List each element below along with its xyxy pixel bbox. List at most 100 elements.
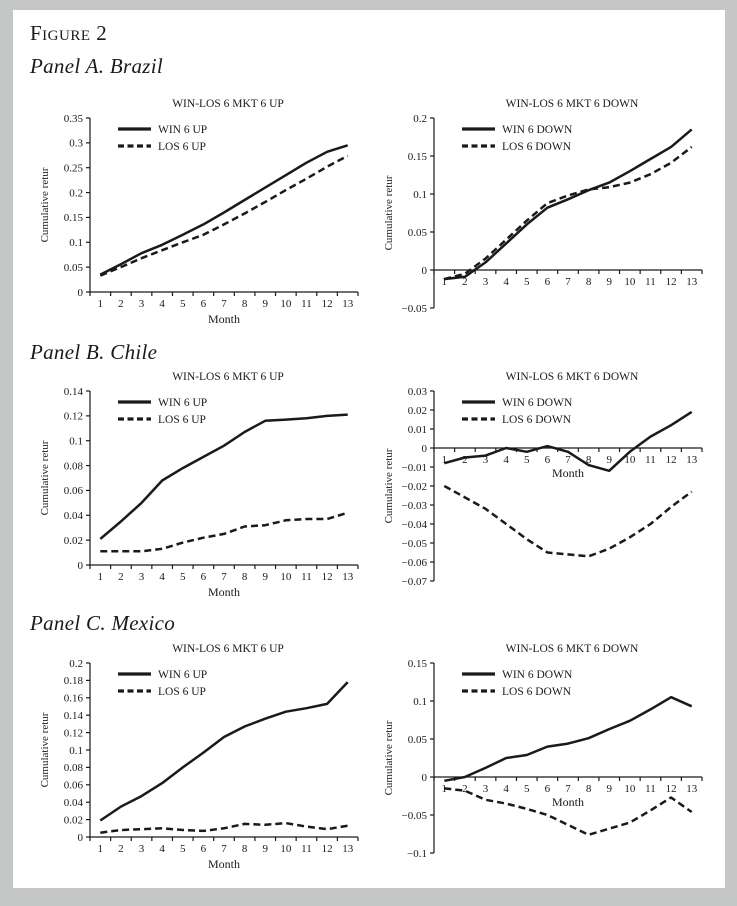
legend: WIN 6 DOWN LOS 6 DOWN — [462, 124, 573, 153]
chart-title: WIN-LOS 6 MKT 6 UP — [172, 643, 284, 655]
y-axis-label: Cumulative retur — [39, 167, 51, 242]
y-tick-label: 0.15 — [408, 151, 428, 163]
y-tick-label: 0 — [422, 443, 428, 455]
x-tick-label: 4 — [159, 843, 165, 855]
x-tick-label: 11 — [645, 454, 656, 466]
chart-brazil-down: WIN-LOS 6 MKT 6 DOWN Cumulative retur −0.0… — [380, 94, 715, 334]
x-axis-label: Month — [208, 585, 240, 599]
y-axis-label: Cumulative retur — [39, 712, 51, 787]
x-axis-label: Month — [208, 312, 240, 326]
x-tick-label: 12 — [322, 571, 333, 583]
legend-label: WIN 6 UP — [158, 669, 207, 681]
legend: WIN 6 DOWN LOS 6 DOWN — [462, 397, 573, 426]
y-tick-label: 0.02 — [64, 535, 83, 547]
x-tick-label: 7 — [221, 843, 227, 855]
series-line-los-6-down — [443, 145, 693, 281]
x-tick-label: 8 — [242, 298, 248, 310]
legend: WIN 6 DOWN LOS 6 DOWN — [462, 669, 573, 698]
y-tick-label: −0.05 — [402, 303, 428, 315]
x-tick-label: 5 — [180, 571, 186, 583]
x-tick-label: 12 — [666, 276, 677, 288]
x-tick-label: 4 — [159, 298, 165, 310]
y-tick-label: 0.1 — [69, 237, 83, 249]
x-tick-label: 4 — [503, 783, 509, 795]
x-tick-label: 4 — [503, 454, 509, 466]
x-tick-label: 5 — [524, 454, 530, 466]
x-tick-label: 12 — [666, 454, 677, 466]
x-tick-label: 9 — [262, 298, 268, 310]
x-tick-label: 8 — [586, 276, 592, 288]
legend-label: LOS 6 UP — [158, 414, 206, 426]
x-tick-label: 3 — [483, 454, 489, 466]
figure-title: Figure 2 — [30, 21, 108, 45]
legend-label: WIN 6 DOWN — [502, 669, 573, 681]
x-tick-label: 2 — [118, 843, 124, 855]
y-tick-label: 0.14 — [64, 386, 84, 398]
x-tick-label: 12 — [666, 783, 677, 795]
panel-c-label: Panel C. Mexico — [30, 611, 176, 635]
axes — [86, 662, 359, 841]
y-tick-label: 0.15 — [64, 212, 84, 224]
y-tick-label: 0.25 — [64, 163, 84, 175]
x-tick-label: 6 — [201, 843, 207, 855]
y-tick-labels: −0.1 −0.05 0 0.05 0.1 0.15 — [402, 658, 428, 860]
y-tick-label: 0.02 — [408, 405, 427, 417]
x-tick-label: 1 — [442, 454, 448, 466]
y-tick-label: −0.01 — [402, 462, 427, 474]
series-line-los-6-down — [443, 484, 693, 558]
x-tick-label: 10 — [280, 843, 292, 855]
x-tick-label: 13 — [686, 454, 698, 466]
y-tick-label: −0.07 — [402, 576, 428, 588]
figure-page: Figure 2 Panel A. Brazil WIN-LOS 6 MKT 6… — [13, 10, 725, 888]
series-line-los-6-up — [99, 154, 349, 277]
series-line-win-6-up — [99, 681, 349, 822]
y-tick-label: 0.05 — [408, 227, 428, 239]
x-tick-label: 3 — [139, 571, 145, 583]
y-axis-label: Cumulative retur — [39, 440, 51, 515]
x-tick-label: 12 — [322, 843, 333, 855]
chart-title: WIN-LOS 6 MKT 6 DOWN — [506, 643, 639, 655]
y-tick-labels: 0 0.02 0.04 0.06 0.08 0.1 0.12 0.14 — [64, 386, 84, 572]
x-tick-label: 9 — [606, 276, 612, 288]
y-tick-label: 0 — [422, 772, 428, 784]
x-tick-label: 7 — [565, 454, 571, 466]
y-tick-label: 0.01 — [408, 424, 427, 436]
y-tick-label: 0 — [78, 560, 84, 572]
axes — [86, 390, 359, 569]
x-axis-label: Month — [552, 795, 584, 809]
axes — [430, 662, 703, 854]
y-tick-label: 0.05 — [64, 262, 84, 274]
y-tick-label: −0.1 — [407, 848, 427, 860]
x-tick-label: 6 — [201, 571, 207, 583]
series-line-los-6-up — [100, 821, 348, 834]
x-tick-label: 11 — [301, 571, 312, 583]
x-tick-label: 4 — [503, 276, 509, 288]
legend-label: WIN 6 DOWN — [502, 124, 573, 136]
y-tick-label: 0.2 — [69, 658, 83, 670]
x-tick-label: 1 — [98, 298, 104, 310]
y-tick-labels: 0 0.02 0.04 0.06 0.08 0.1 0.12 0.14 0.16 0.18 0.2 — [64, 658, 84, 844]
chart-svg: WIN-LOS 6 MKT 6 DOWN Cumulative retur −0.0… — [383, 371, 703, 588]
x-tick-label: 10 — [624, 454, 636, 466]
y-tick-label: 0.15 — [408, 658, 428, 670]
y-tick-label: 0.1 — [413, 696, 427, 708]
x-tick-label: 9 — [606, 454, 612, 466]
x-tick-label: 3 — [483, 783, 489, 795]
y-tick-label: 0 — [78, 832, 84, 844]
x-tick-label: 10 — [280, 571, 292, 583]
chart-title: WIN-LOS 6 MKT 6 DOWN — [506, 371, 639, 383]
chart-title: WIN-LOS 6 MKT 6 UP — [172, 371, 284, 383]
x-tick-label: 11 — [645, 276, 656, 288]
chart-svg: WIN-LOS 6 MKT 6 DOWN Cumulative retur −0.0… — [383, 98, 703, 315]
chart-mexico-up: WIN-LOS 6 MKT 6 UP Cumulative retur 0 0.02 0… — [36, 639, 371, 879]
legend-label: WIN 6 UP — [158, 397, 207, 409]
y-tick-label: 0.1 — [69, 745, 83, 757]
x-tick-label: 1 — [98, 571, 104, 583]
x-tick-label: 9 — [262, 571, 268, 583]
y-axis-label: Cumulative retur — [383, 720, 395, 795]
chart-svg: WIN-LOS 6 MKT 6 DOWN Cumulative retur −0.1… — [383, 643, 703, 860]
x-tick-label: 2 — [462, 276, 468, 288]
legend: WIN 6 UP LOS 6 UP — [118, 397, 207, 426]
y-tick-label: 0.12 — [64, 727, 83, 739]
